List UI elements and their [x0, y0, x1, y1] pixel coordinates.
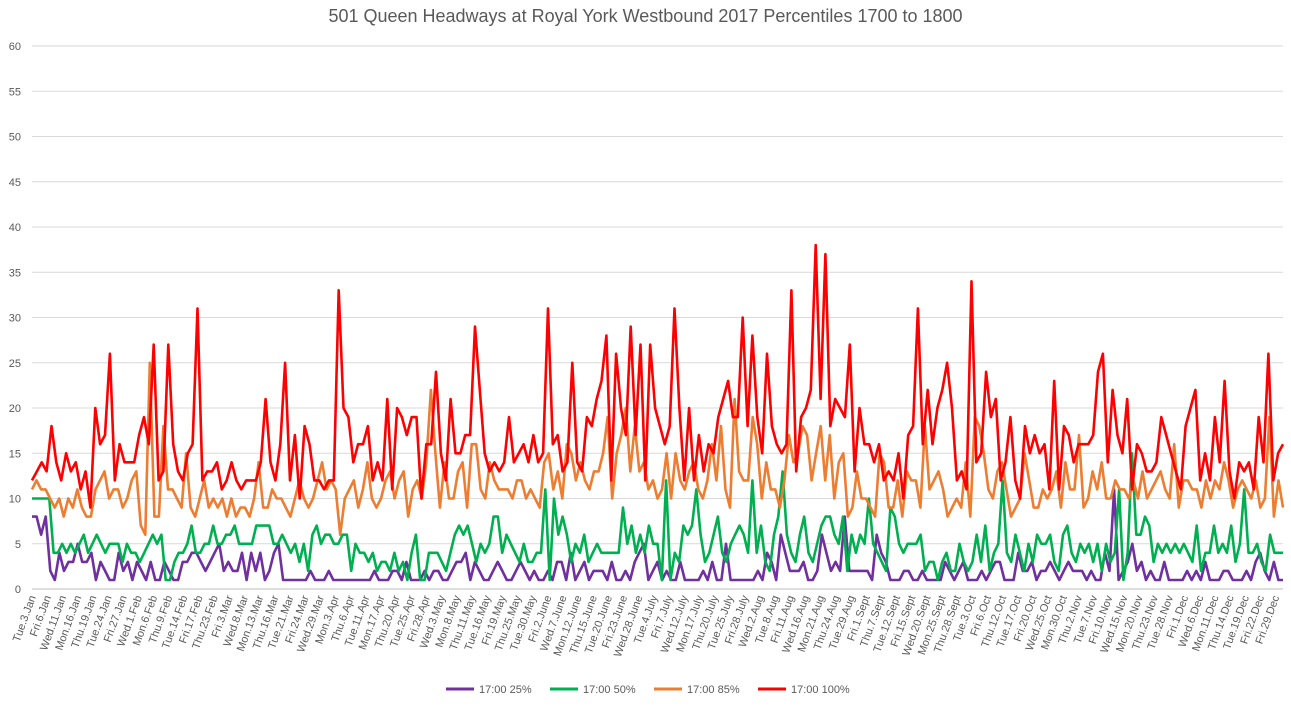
chart-title: 501 Queen Headways at Royal York Westbou… — [328, 6, 963, 26]
series-line-4 — [30, 243, 1285, 509]
y-tick-label: 20 — [9, 403, 21, 415]
y-tick-label: 55 — [9, 86, 21, 98]
y-tick-label: 15 — [9, 448, 21, 460]
y-tick-label: 40 — [9, 222, 21, 234]
y-tick-label: 0 — [15, 584, 21, 596]
legend-entry: 17:00 25% — [479, 684, 532, 696]
y-tick-label: 35 — [9, 267, 21, 279]
y-tick-label: 25 — [9, 358, 21, 370]
y-tick-label: 10 — [9, 494, 21, 506]
legend-entry: 17:00 100% — [791, 684, 850, 696]
y-tick-label: 60 — [9, 41, 21, 53]
y-tick-label: 30 — [9, 313, 21, 325]
series-line-3 — [30, 361, 1285, 537]
series-line-2 — [32, 451, 1283, 582]
legend-entry: 17:00 85% — [687, 684, 740, 696]
y-tick-label: 45 — [9, 177, 21, 189]
legend-entry: 17:00 50% — [583, 684, 636, 696]
series-line-1 — [32, 488, 1283, 582]
y-tick-label: 5 — [15, 539, 21, 551]
y-tick-label: 50 — [9, 132, 21, 144]
